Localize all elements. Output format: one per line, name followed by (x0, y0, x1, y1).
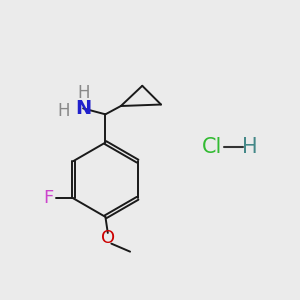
Text: F: F (43, 189, 53, 207)
Text: H: H (77, 84, 90, 102)
Text: Cl: Cl (202, 137, 223, 157)
Text: N: N (75, 99, 91, 118)
Text: H: H (58, 102, 70, 120)
Text: O: O (101, 229, 115, 247)
Text: H: H (242, 137, 257, 157)
